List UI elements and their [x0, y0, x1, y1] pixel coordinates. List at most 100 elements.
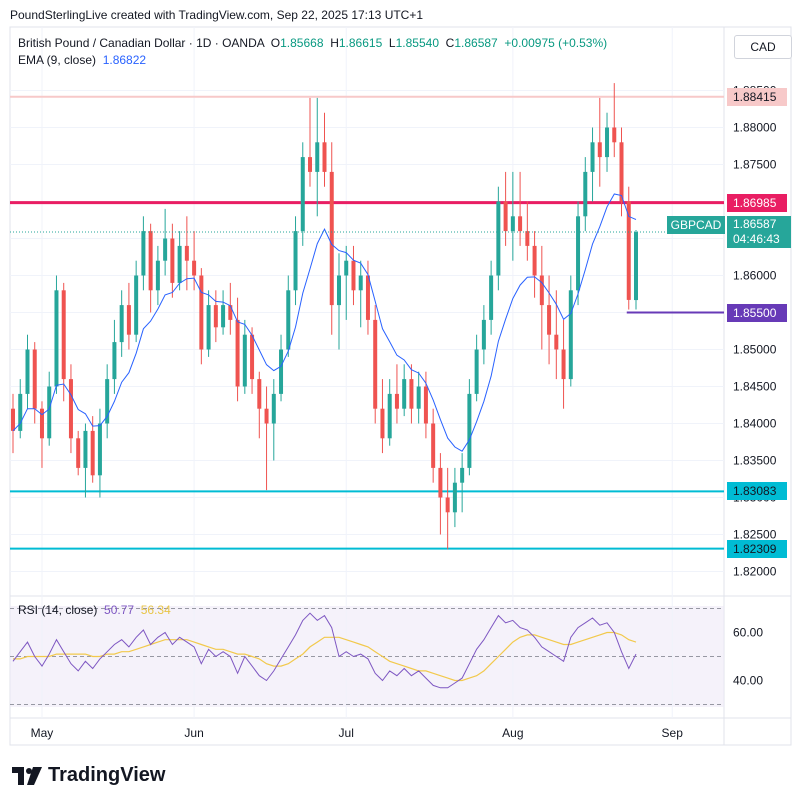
time-tick-label: Jul [339, 726, 354, 740]
ema-legend[interactable]: EMA (9, close) 1.86822 [18, 53, 146, 67]
price-tick-label: 1.85000 [733, 343, 777, 357]
candle-body [452, 482, 457, 513]
candle-body [293, 231, 298, 291]
candle-body [213, 305, 218, 328]
open-key: O [270, 36, 281, 50]
change-value: +0.00975 (+0.53%) [504, 36, 608, 50]
candle-body [590, 142, 595, 172]
candle-body [423, 386, 428, 424]
candle-body [279, 349, 284, 394]
candle-body [416, 386, 421, 409]
rsi-legend[interactable]: RSI (14, close) 50.77 56.34 [18, 603, 171, 617]
rsi-axis-ticks: 40.00 60.00 [733, 625, 763, 687]
candle-body [358, 275, 363, 291]
candle-body [32, 349, 37, 409]
candle-body [148, 231, 153, 291]
candle-body [634, 232, 638, 301]
tradingview-logo-text: TradingView [48, 764, 166, 786]
current-price-tag: 1.86587 04:46:43 [727, 216, 791, 248]
candle-body [431, 423, 436, 468]
candle-body [170, 238, 175, 283]
current-price-value: 1.86587 [733, 217, 777, 231]
candle-body [25, 349, 30, 394]
candle-body [503, 201, 508, 232]
low-value: 1.85540 [395, 36, 439, 50]
candle-body [105, 379, 110, 424]
candle-body [460, 467, 465, 483]
candle-body [554, 334, 559, 350]
candle-body [539, 275, 544, 306]
symbol-price-tag: GBPCAD [667, 216, 725, 234]
candle-body [605, 127, 610, 158]
time-tick-label: May [31, 726, 54, 740]
candle-body [387, 393, 392, 439]
close-value: 1.86587 [454, 36, 498, 50]
candle-body [206, 305, 211, 350]
candle-body [547, 305, 552, 335]
high-key: H [330, 36, 339, 50]
time-tick-label: Jun [184, 726, 203, 740]
candle-body [612, 127, 617, 143]
candle-body [445, 497, 450, 513]
time-tick-label: Sep [662, 726, 684, 740]
candle-body [177, 245, 182, 283]
candle-body [76, 438, 81, 468]
candle-body [119, 305, 124, 343]
candle-body [351, 260, 356, 291]
close-key: C [445, 36, 455, 50]
chart-credit: PoundSterlingLive created with TradingVi… [10, 8, 424, 22]
candle-body [97, 423, 102, 476]
price-tick-label: 1.83500 [733, 454, 777, 468]
tradingview-logo[interactable]: TradingView [12, 764, 165, 787]
level-price-label: 1.86985 [727, 193, 787, 212]
candle-body [315, 142, 320, 172]
candle-body [336, 275, 341, 306]
candle-body [576, 216, 581, 291]
candle-body [257, 379, 262, 409]
rsi-tick-label: 60.00 [733, 625, 763, 639]
candle-body [11, 408, 15, 431]
candle-body [496, 201, 501, 276]
price-tick-label: 1.82500 [733, 528, 777, 542]
candle-body [68, 379, 73, 439]
candle-body [438, 467, 443, 498]
candle-body [561, 349, 566, 380]
symbol-legend: British Pound / Canadian Dollar · 1D · O… [18, 36, 607, 50]
candle-body [300, 157, 305, 232]
candle-body [409, 379, 414, 409]
price-tick-label: 1.86000 [733, 269, 777, 283]
candle-body [481, 319, 486, 350]
candle-body [365, 275, 370, 320]
low-key: L [388, 36, 396, 50]
bar-countdown: 04:46:43 [733, 232, 780, 246]
candle-body [250, 334, 255, 380]
candle-body [126, 305, 131, 335]
candle-body [583, 171, 588, 217]
level-price-label: 1.85500 [727, 303, 787, 322]
candle-body [286, 290, 291, 350]
candle-body [474, 349, 479, 394]
candle-body [242, 334, 247, 387]
candle-body [373, 319, 378, 409]
price-tick-label: 1.84500 [733, 380, 777, 394]
candle-body [221, 305, 226, 328]
rsi-line [12, 612, 637, 689]
price-tick-label: 1.82000 [733, 565, 777, 579]
candle-body [510, 216, 515, 232]
time-tick-label: Aug [502, 726, 523, 740]
candle-body [235, 319, 240, 387]
level-price-label: 1.82309 [727, 539, 787, 558]
candlestick-series [11, 83, 638, 550]
horizontal-levels [10, 95, 724, 550]
price-tick-label: 1.88000 [733, 121, 777, 135]
candle-body [264, 408, 269, 424]
currency-button[interactable]: CAD [734, 35, 792, 59]
candle-body [467, 393, 472, 468]
candle-body [308, 157, 313, 172]
candle-body [329, 171, 334, 306]
candle-body [83, 430, 88, 468]
price-tick-label: 1.87500 [733, 158, 777, 172]
candle-body [518, 216, 523, 232]
tradingview-logo-icon [12, 766, 42, 785]
